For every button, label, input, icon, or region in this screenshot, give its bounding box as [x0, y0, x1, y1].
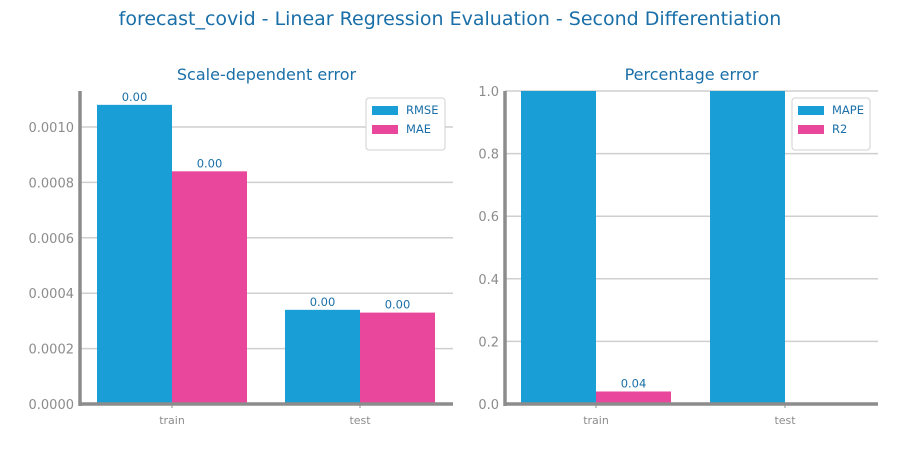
bar-mae-test — [360, 312, 435, 404]
data-label: 0.00 — [197, 156, 223, 170]
data-label: 0.00 — [385, 298, 411, 312]
legend-swatch-r2 — [798, 125, 824, 134]
data-label: 0.00 — [310, 295, 336, 309]
y-tick-label: 0.8 — [478, 148, 499, 163]
bar-mape-train — [521, 91, 596, 404]
y-tick-label: 0.0000 — [29, 398, 75, 413]
y-tick-label: 0.0 — [478, 398, 499, 413]
y-tick-label: 0.0006 — [29, 232, 75, 247]
y-tick-label: 0.0010 — [29, 121, 75, 136]
bar-mae-train — [172, 171, 247, 404]
chart-panel-1: Scale-dependent error 0.0000 0.0002 0.0004 0… — [29, 65, 453, 427]
legend-swatch-mae — [372, 125, 398, 134]
legend-swatch-rmse — [372, 106, 398, 115]
x-tick-label: test — [774, 414, 796, 427]
data-label: 0.00 — [122, 90, 148, 104]
x-tick-label: train — [159, 414, 185, 427]
bar-mape-test — [710, 91, 785, 404]
x-tick-label: train — [583, 414, 609, 427]
bar-rmse-test — [285, 309, 360, 404]
legend: MAPE R2 — [791, 97, 871, 151]
chart-title: Scale-dependent error — [177, 65, 357, 84]
legend-swatch-mape — [798, 106, 824, 115]
chart-panel-2: Percentage error 0.0 0.2 0.4 0.6 0.8 1.0 0.04 tr… — [478, 65, 878, 427]
legend-label-rmse: RMSE — [406, 103, 438, 117]
legend-label-r2: R2 — [832, 122, 847, 136]
legend: RMSE MAE — [365, 97, 446, 151]
x-tick-label: test — [349, 414, 371, 427]
chart-title: Percentage error — [625, 65, 759, 84]
y-tick-label: 0.0004 — [29, 287, 75, 302]
y-tick-label: 0.0002 — [29, 343, 75, 358]
bar-rmse-train — [97, 104, 172, 405]
figure-title: forecast_covid - Linear Regression Evalu… — [119, 8, 782, 30]
legend-label-mae: MAE — [406, 122, 431, 136]
y-tick-label: 0.0008 — [29, 176, 75, 191]
data-label: 0.04 — [621, 376, 647, 390]
legend-label-mape: MAPE — [832, 103, 864, 117]
y-tick-label: 0.6 — [478, 210, 499, 225]
y-tick-label: 0.2 — [478, 335, 499, 350]
y-tick-label: 0.4 — [478, 273, 499, 288]
bar-r2-train — [596, 391, 671, 404]
y-tick-label: 1.0 — [478, 85, 499, 100]
